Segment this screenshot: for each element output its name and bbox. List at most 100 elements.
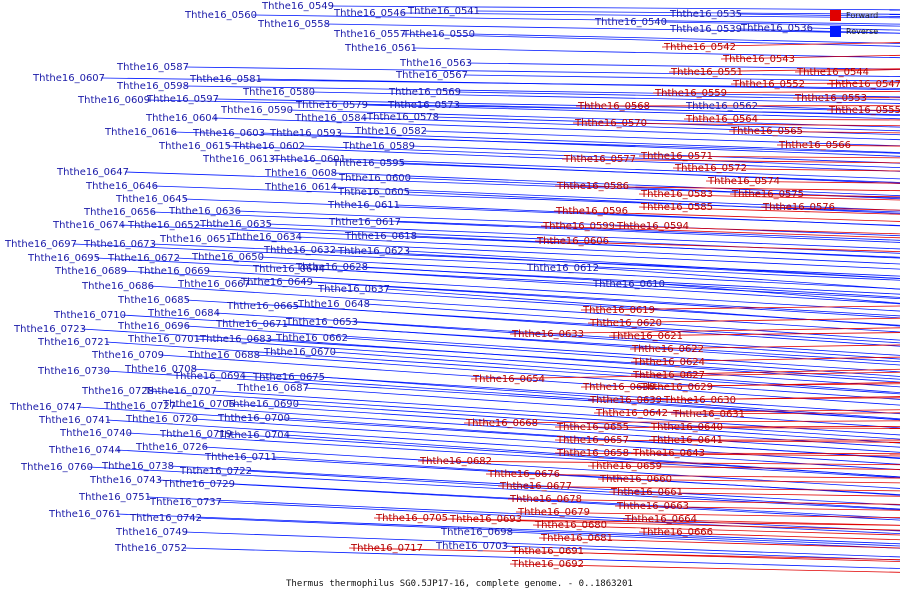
reverse-gene-label[interactable]: Ththe16_0708 bbox=[124, 364, 197, 375]
reverse-gene-label[interactable]: Ththe16_0672 bbox=[107, 253, 180, 264]
reverse-gene-label[interactable]: Ththe16_0541 bbox=[407, 6, 480, 17]
forward-gene-label[interactable]: Ththe16_0559 bbox=[654, 88, 727, 99]
forward-gene-label[interactable]: Ththe16_0693 bbox=[449, 514, 522, 525]
reverse-gene-label[interactable]: Ththe16_0723 bbox=[13, 324, 86, 335]
reverse-gene-label[interactable]: Ththe16_0720 bbox=[125, 414, 198, 425]
reverse-gene-label[interactable]: Ththe16_0563 bbox=[399, 58, 472, 69]
reverse-gene-label[interactable]: Ththe16_0706 bbox=[162, 399, 235, 410]
reverse-gene-label[interactable]: Ththe16_0602 bbox=[232, 141, 305, 152]
reverse-gene-label[interactable]: Ththe16_0605 bbox=[337, 187, 410, 198]
reverse-gene-label[interactable]: Ththe16_0652 bbox=[127, 220, 200, 231]
reverse-gene-label[interactable]: Ththe16_0628 bbox=[295, 262, 368, 273]
forward-gene-label[interactable]: Ththe16_0641 bbox=[650, 435, 723, 446]
reverse-gene-label[interactable]: Ththe16_0688 bbox=[187, 350, 260, 361]
reverse-gene-label[interactable]: Ththe16_0667 bbox=[177, 279, 250, 290]
reverse-gene-label[interactable]: Ththe16_0573 bbox=[387, 100, 460, 111]
forward-gene-label[interactable]: Ththe16_0681 bbox=[540, 533, 613, 544]
forward-gene-label[interactable]: Ththe16_0658 bbox=[556, 448, 629, 459]
reverse-gene-label[interactable]: Ththe16_0614 bbox=[264, 182, 337, 193]
reverse-gene-label[interactable]: Ththe16_0581 bbox=[189, 74, 262, 85]
reverse-gene-label[interactable]: Ththe16_0546 bbox=[333, 8, 406, 19]
forward-gene-label[interactable]: Ththe16_0568 bbox=[577, 101, 650, 112]
reverse-gene-label[interactable]: Ththe16_0557 bbox=[333, 29, 406, 40]
reverse-gene-label[interactable]: Ththe16_0740 bbox=[59, 428, 132, 439]
reverse-gene-label[interactable]: Ththe16_0612 bbox=[526, 263, 599, 274]
reverse-gene-label[interactable]: Ththe16_0730 bbox=[37, 366, 110, 377]
forward-gene-label[interactable]: Ththe16_0655 bbox=[556, 422, 629, 433]
reverse-gene-label[interactable]: Ththe16_0610 bbox=[592, 279, 665, 290]
reverse-gene-label[interactable]: Ththe16_0589 bbox=[342, 141, 415, 152]
forward-gene-label[interactable]: Ththe16_0661 bbox=[610, 487, 683, 498]
forward-gene-label[interactable]: Ththe16_0630 bbox=[663, 395, 736, 406]
reverse-gene-label[interactable]: Ththe16_0744 bbox=[48, 445, 121, 456]
reverse-gene-label[interactable]: Ththe16_0613 bbox=[202, 154, 275, 165]
forward-gene-label[interactable]: Ththe16_0575 bbox=[731, 189, 804, 200]
reverse-gene-label[interactable]: Ththe16_0645 bbox=[115, 194, 188, 205]
forward-gene-label[interactable]: Ththe16_0622 bbox=[631, 344, 704, 355]
reverse-gene-label[interactable]: Ththe16_0695 bbox=[27, 253, 100, 264]
forward-gene-label[interactable]: Ththe16_0677 bbox=[499, 481, 572, 492]
reverse-gene-label[interactable]: Ththe16_0726 bbox=[135, 442, 208, 453]
forward-gene-label[interactable]: Ththe16_0660 bbox=[599, 474, 672, 485]
reverse-gene-label[interactable]: Ththe16_0752 bbox=[114, 543, 187, 554]
forward-gene-label[interactable]: Ththe16_0583 bbox=[640, 189, 713, 200]
reverse-gene-label[interactable]: Ththe16_0698 bbox=[440, 527, 513, 538]
forward-gene-label[interactable]: Ththe16_0691 bbox=[511, 546, 584, 557]
reverse-gene-label[interactable]: Ththe16_0580 bbox=[242, 87, 315, 98]
reverse-gene-label[interactable]: Ththe16_0598 bbox=[116, 81, 189, 92]
forward-gene-label[interactable]: Ththe16_0566 bbox=[778, 140, 851, 151]
reverse-gene-label[interactable]: Ththe16_0561 bbox=[344, 43, 417, 54]
forward-gene-label[interactable]: Ththe16_0705 bbox=[375, 513, 448, 524]
forward-gene-label[interactable]: Ththe16_0692 bbox=[511, 559, 584, 570]
forward-gene-label[interactable]: Ththe16_0542 bbox=[663, 42, 736, 53]
reverse-gene-label[interactable]: Ththe16_0701 bbox=[127, 334, 200, 345]
reverse-gene-label[interactable]: Ththe16_0562 bbox=[685, 101, 758, 112]
forward-gene-label[interactable]: Ththe16_0586 bbox=[556, 181, 629, 192]
reverse-gene-label[interactable]: Ththe16_0615 bbox=[158, 141, 231, 152]
reverse-gene-label[interactable]: Ththe16_0670 bbox=[263, 347, 336, 358]
reverse-gene-label[interactable]: Ththe16_0738 bbox=[101, 461, 174, 472]
forward-gene-label[interactable]: Ththe16_0585 bbox=[640, 202, 713, 213]
forward-gene-label[interactable]: Ththe16_0619 bbox=[582, 305, 655, 316]
reverse-gene-label[interactable]: Ththe16_0595 bbox=[332, 158, 405, 169]
forward-gene-label[interactable]: Ththe16_0627 bbox=[632, 370, 705, 381]
forward-gene-label[interactable]: Ththe16_0576 bbox=[762, 202, 835, 213]
forward-gene-label[interactable]: Ththe16_0620 bbox=[589, 318, 662, 329]
forward-gene-label[interactable]: Ththe16_0570 bbox=[574, 118, 647, 129]
reverse-gene-label[interactable]: Ththe16_0635 bbox=[199, 219, 272, 230]
reverse-gene-label[interactable]: Ththe16_0669 bbox=[137, 266, 210, 277]
reverse-gene-label[interactable]: Ththe16_0617 bbox=[328, 217, 401, 228]
forward-gene-label[interactable]: Ththe16_0571 bbox=[640, 151, 713, 162]
reverse-gene-label[interactable]: Ththe16_0560 bbox=[184, 10, 257, 21]
reverse-gene-label[interactable]: Ththe16_0569 bbox=[388, 87, 461, 98]
forward-gene-label[interactable]: Ththe16_0717 bbox=[350, 543, 423, 554]
reverse-gene-label[interactable]: Ththe16_0760 bbox=[20, 462, 93, 473]
forward-gene-label[interactable]: Ththe16_0599 bbox=[542, 221, 615, 232]
forward-gene-label[interactable]: Ththe16_0553 bbox=[794, 93, 867, 104]
reverse-gene-label[interactable]: Ththe16_0535 bbox=[669, 9, 742, 20]
reverse-gene-label[interactable]: Ththe16_0665 bbox=[226, 301, 299, 312]
reverse-gene-label[interactable]: Ththe16_0683 bbox=[199, 334, 272, 345]
reverse-gene-label[interactable]: Ththe16_0689 bbox=[54, 266, 127, 277]
reverse-gene-label[interactable]: Ththe16_0761 bbox=[48, 509, 121, 520]
reverse-gene-label[interactable]: Ththe16_0597 bbox=[146, 94, 219, 105]
forward-gene-label[interactable]: Ththe16_0624 bbox=[632, 357, 705, 368]
reverse-gene-label[interactable]: Ththe16_0722 bbox=[179, 466, 252, 477]
reverse-gene-label[interactable]: Ththe16_0696 bbox=[117, 321, 190, 332]
reverse-gene-label[interactable]: Ththe16_0632 bbox=[263, 245, 336, 256]
reverse-gene-label[interactable]: Ththe16_0727 bbox=[103, 401, 176, 412]
reverse-gene-label[interactable]: Ththe16_0549 bbox=[261, 1, 334, 12]
reverse-gene-label[interactable]: Ththe16_0697 bbox=[4, 239, 77, 250]
forward-gene-label[interactable]: Ththe16_0544 bbox=[796, 67, 869, 78]
reverse-gene-label[interactable]: Ththe16_0646 bbox=[85, 181, 158, 192]
reverse-gene-label[interactable]: Ththe16_0711 bbox=[204, 452, 277, 463]
forward-gene-label[interactable]: Ththe16_0594 bbox=[616, 221, 689, 232]
reverse-gene-label[interactable]: Ththe16_0634 bbox=[229, 232, 302, 243]
reverse-gene-label[interactable]: Ththe16_0662 bbox=[275, 333, 348, 344]
reverse-gene-label[interactable]: Ththe16_0600 bbox=[338, 173, 411, 184]
reverse-gene-label[interactable]: Ththe16_0751 bbox=[78, 492, 151, 503]
forward-gene-label[interactable]: Ththe16_0633 bbox=[511, 329, 584, 340]
reverse-gene-label[interactable]: Ththe16_0656 bbox=[83, 207, 156, 218]
reverse-gene-label[interactable]: Ththe16_0609 bbox=[77, 95, 150, 106]
